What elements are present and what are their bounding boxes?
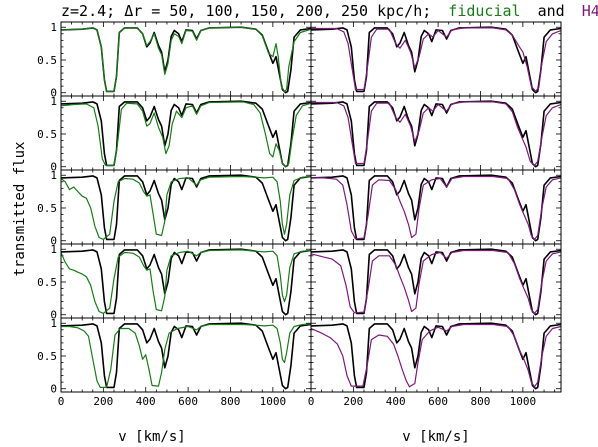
y-tick-label: 0 <box>50 87 57 100</box>
h4-flux-curve <box>311 249 561 314</box>
reference-flux-curve <box>61 322 311 390</box>
x-tick-label: 0 <box>58 395 65 408</box>
panel-row3-H4 <box>310 169 562 245</box>
x-tick-label: 200 <box>93 395 113 408</box>
reference-flux-curve <box>311 322 561 390</box>
reference-flux-curve <box>311 26 561 94</box>
reference-flux-curve <box>61 174 311 242</box>
y-tick-label: 0.5 <box>37 202 57 215</box>
y-tick-label: 1 <box>50 169 57 182</box>
panel-row1-H4 <box>310 21 562 97</box>
reference-flux-curve <box>311 174 561 242</box>
y-tick-label: 0.5 <box>37 54 57 67</box>
y-tick-label: 1 <box>50 317 57 330</box>
panel-row3-fiducial: 00.51 <box>37 169 312 248</box>
fiducial-flux-curve <box>61 323 311 388</box>
title-series-fiducial: fiducial <box>448 2 520 20</box>
fiducial-flux-curve <box>61 26 311 92</box>
x-axis-label-right: v [km/s] <box>402 429 469 445</box>
y-tick-label: 0.5 <box>37 128 57 141</box>
reference-flux-curve <box>311 100 561 168</box>
panel-row4-H4 <box>310 243 562 319</box>
x-tick-label: 400 <box>136 395 156 408</box>
reference-flux-curve <box>311 248 561 316</box>
panel-row1-fiducial: 00.51 <box>37 21 312 100</box>
y-tick-label: 1 <box>50 243 57 256</box>
panel-row4-fiducial: 00.51 <box>37 243 312 322</box>
figure-title: z=2.4; Δr = 50, 100, 150, 200, 250 kpc/h… <box>61 2 598 20</box>
title-series-h4: H4 <box>582 2 598 20</box>
title-connector: and <box>538 2 565 20</box>
reference-flux-curve <box>61 248 311 316</box>
y-tick-label: 0 <box>50 309 57 322</box>
y-tick-label: 0 <box>50 235 57 248</box>
panel-row2-H4 <box>310 95 562 171</box>
x-tick-label: 600 <box>428 395 448 408</box>
y-tick-label: 1 <box>50 21 57 34</box>
fiducial-flux-curve <box>61 175 311 240</box>
y-tick-label: 0 <box>50 383 57 396</box>
y-tick-label: 0 <box>50 161 57 174</box>
x-tick-label: 600 <box>178 395 198 408</box>
panel-row5-H4: 0 200 400 600 800 1000 <box>308 317 562 408</box>
title-prefix: z=2.4; Δr = 50, 100, 150, 200, 250 kpc/h… <box>61 2 431 20</box>
h4-flux-curve <box>311 101 561 166</box>
panel-frame <box>310 317 562 393</box>
x-tick-label: 1000 <box>510 395 537 408</box>
y-axis-label: transmitted flux <box>12 142 28 277</box>
x-axis-label-left: v [km/s] <box>118 429 185 445</box>
x-tick-label: 1000 <box>260 395 287 408</box>
fiducial-flux-curve <box>61 249 311 314</box>
h4-flux-curve <box>311 175 561 240</box>
y-tick-label: 0.5 <box>37 350 57 363</box>
panel-row5-fiducial: 0 0.5 1 0 200 400 600 800 1000 <box>37 317 312 408</box>
x-tick-label: 800 <box>221 395 241 408</box>
y-tick-label: 1 <box>50 95 57 108</box>
fiducial-flux-curve <box>61 101 311 168</box>
y-tick-label: 0.5 <box>37 276 57 289</box>
panel-row2-fiducial: 00.51 <box>37 95 312 174</box>
x-tick-label: 200 <box>343 395 363 408</box>
x-tick-label: 400 <box>386 395 406 408</box>
h4-flux-curve <box>311 323 561 388</box>
h4-flux-curve <box>311 27 561 92</box>
x-tick-label: 0 <box>308 395 315 408</box>
x-tick-label: 800 <box>471 395 491 408</box>
